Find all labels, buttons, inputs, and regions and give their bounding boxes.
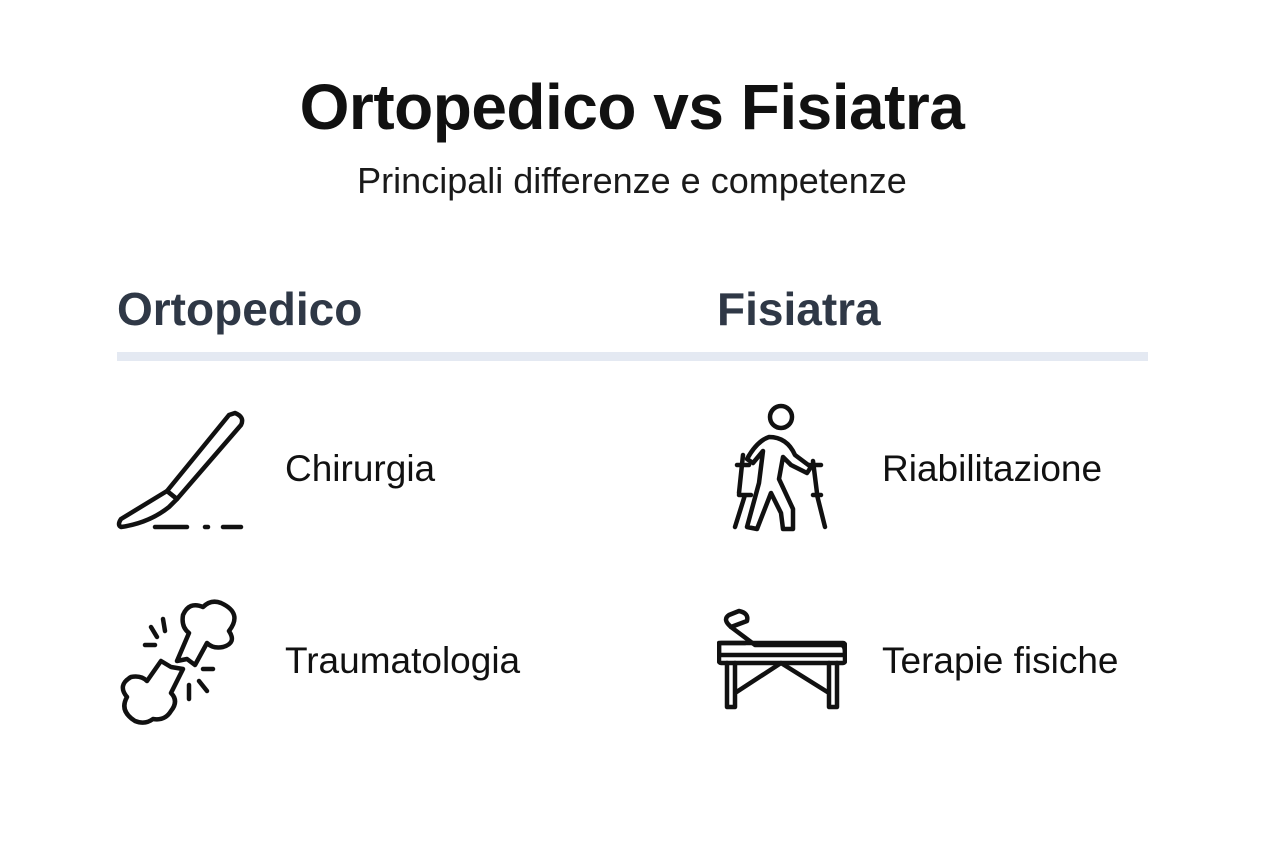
person-with-crutches-icon [717, 403, 847, 533]
item-label-riabilitazione: Riabilitazione [882, 448, 1103, 489]
item-label-chirurgia: Chirurgia [285, 448, 436, 489]
scalpel-icon [115, 403, 245, 533]
divider [117, 352, 1148, 361]
broken-bone-icon [115, 597, 245, 727]
page-title: Ortopedico vs Fisiatra [299, 71, 965, 143]
therapy-table-icon [716, 597, 848, 727]
item-label-terapie-fisiche: Terapie fisiche [882, 640, 1119, 681]
column-heading-fisiatra: Fisiatra [717, 283, 881, 335]
column-heading-ortopedico: Ortopedico [117, 283, 363, 335]
item-label-traumatologia: Traumatologia [285, 640, 521, 681]
page-subtitle: Principali differenze e competenze [357, 160, 907, 201]
